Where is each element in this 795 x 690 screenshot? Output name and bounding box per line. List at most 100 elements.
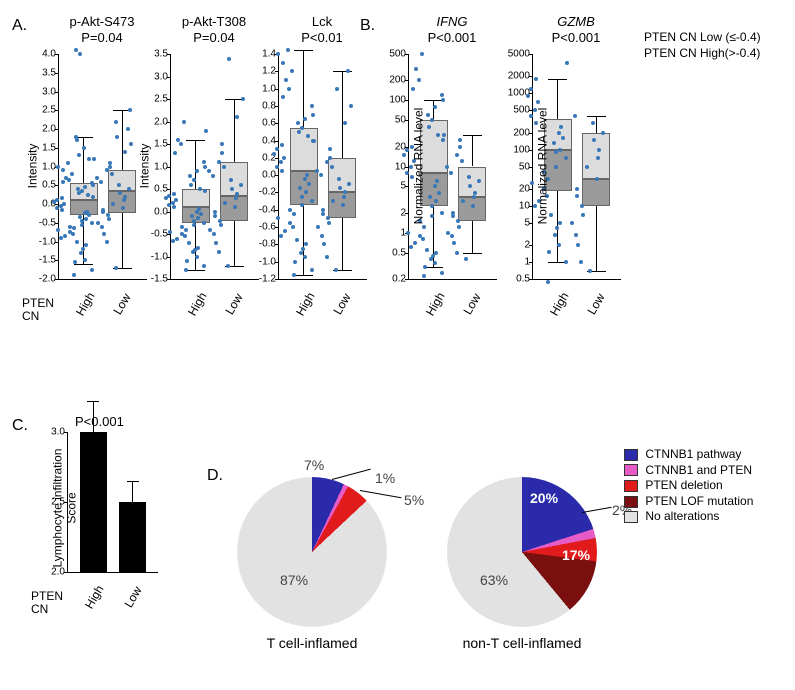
- pie-title: T cell-inflamed: [232, 635, 392, 651]
- data-point: [455, 153, 459, 157]
- data-point: [95, 176, 99, 180]
- legend-item: PTEN LOF mutation: [624, 494, 753, 510]
- panel-letter-a: A.: [12, 17, 27, 35]
- data-point: [555, 226, 559, 230]
- data-point: [91, 195, 95, 199]
- legend-swatch: [624, 511, 638, 523]
- data-point: [420, 52, 424, 56]
- x-category-label: High: [73, 290, 97, 318]
- ytick-label: 0.0: [154, 206, 171, 217]
- data-point: [440, 271, 444, 275]
- data-point: [195, 255, 199, 259]
- data-point: [272, 152, 276, 156]
- data-point: [325, 160, 329, 164]
- pie-slice-label: 7%: [304, 457, 324, 473]
- data-point: [405, 171, 409, 175]
- data-point: [107, 217, 111, 221]
- ytick-label: -1.2: [259, 274, 279, 285]
- data-point: [421, 237, 425, 241]
- data-point: [417, 78, 421, 82]
- chart-title: p-Akt-T308P=0.04: [160, 14, 268, 47]
- data-point: [198, 187, 202, 191]
- data-point: [282, 156, 286, 160]
- data-point: [451, 211, 455, 215]
- data-point: [579, 260, 583, 264]
- data-point: [196, 246, 200, 250]
- data-point: [74, 48, 78, 52]
- data-point: [59, 236, 63, 240]
- pie-chart: [237, 477, 387, 627]
- data-point: [235, 192, 239, 196]
- data-point: [173, 151, 177, 155]
- data-point: [106, 213, 110, 217]
- data-point: [473, 191, 477, 195]
- data-point: [77, 153, 81, 157]
- data-point: [326, 216, 330, 220]
- data-point: [418, 234, 422, 238]
- data-point: [115, 135, 119, 139]
- data-point: [334, 268, 338, 272]
- legend-text: CTNNB1 and PTEN: [642, 463, 752, 477]
- ytick-label: 3.5: [154, 49, 171, 60]
- data-point: [121, 206, 125, 210]
- data-point: [284, 78, 288, 82]
- data-point: [199, 212, 203, 216]
- data-point: [66, 161, 70, 165]
- ytick-label: 2.0: [51, 567, 68, 578]
- data-point: [56, 165, 60, 169]
- data-point: [580, 204, 584, 208]
- data-point: [111, 202, 115, 206]
- data-point: [576, 243, 580, 247]
- data-point: [559, 125, 563, 129]
- ytick-label: -1.5: [39, 255, 59, 266]
- pten-cn-axis-label: PTENCN: [31, 590, 63, 616]
- ytick-label: 10: [519, 200, 533, 211]
- bar: [119, 502, 146, 572]
- data-point: [207, 169, 211, 173]
- data-point: [279, 234, 283, 238]
- plot-area: -1.2-1.0-0.8-0.6-0.4-0.20.00.20.40.60.81…: [278, 54, 367, 280]
- data-point: [307, 182, 311, 186]
- data-point: [402, 153, 406, 157]
- data-point: [320, 234, 324, 238]
- data-point: [597, 148, 601, 152]
- legend-swatch: [624, 464, 638, 476]
- data-point: [61, 180, 65, 184]
- data-point: [565, 61, 569, 65]
- data-point: [208, 228, 212, 232]
- ytick-label: 1: [524, 257, 533, 268]
- data-point: [588, 269, 592, 273]
- data-point: [187, 241, 191, 245]
- data-point: [595, 177, 599, 181]
- legend-swatch: [624, 449, 638, 461]
- data-point: [449, 171, 453, 175]
- data-point: [574, 233, 578, 237]
- legend-low: PTEN CN Low (≤-0.4): [644, 30, 761, 46]
- data-point: [123, 195, 127, 199]
- plot-area: -1.5-1.0-0.50.00.51.01.52.02.53.03.5: [170, 54, 259, 280]
- data-point: [60, 196, 64, 200]
- data-point: [202, 221, 206, 225]
- pie-slice-label: 63%: [480, 572, 508, 588]
- data-point: [108, 165, 112, 169]
- data-point: [575, 194, 579, 198]
- y-axis-label: Normalized RNA level: [535, 107, 549, 224]
- ytick-label: -0.2: [259, 187, 279, 198]
- data-point: [82, 146, 86, 150]
- data-point: [185, 259, 189, 263]
- data-point: [301, 247, 305, 251]
- data-point: [575, 187, 579, 191]
- data-point: [184, 268, 188, 272]
- data-point: [445, 165, 449, 169]
- pie-slice-label: 87%: [280, 572, 308, 588]
- ytick-label: 20: [519, 183, 533, 194]
- ytick-label: 2.5: [154, 94, 171, 105]
- panel-c-ylabel: Lymphocyte infiltrationScore: [50, 449, 78, 568]
- data-point: [549, 213, 553, 217]
- data-point: [101, 208, 105, 212]
- data-point: [239, 183, 243, 187]
- x-category-label: High: [82, 583, 106, 611]
- ytick-label: -1.0: [259, 256, 279, 267]
- data-point: [441, 98, 445, 102]
- ytick-label: 0.5: [516, 274, 533, 285]
